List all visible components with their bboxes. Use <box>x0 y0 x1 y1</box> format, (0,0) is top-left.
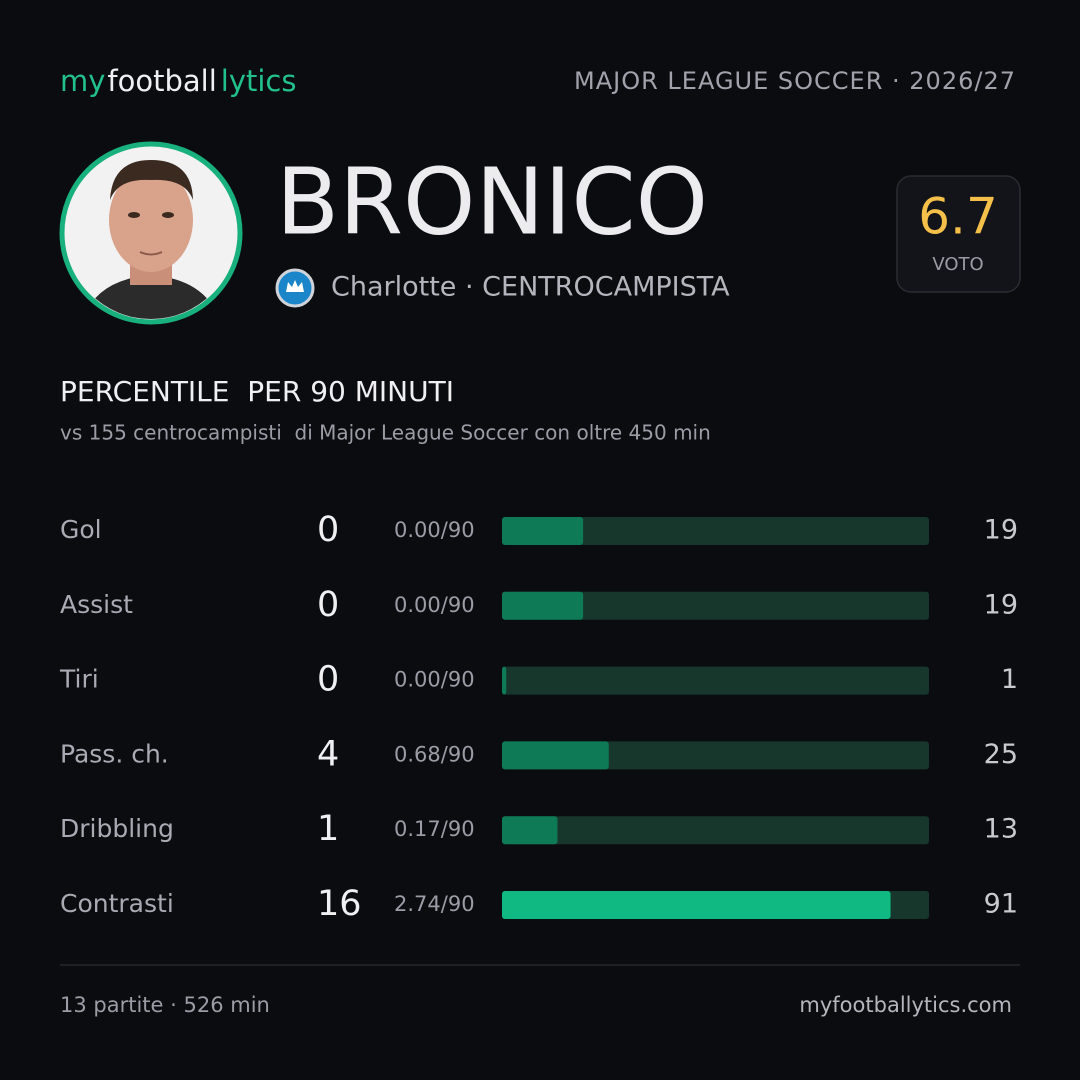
team-role: Charlotte · CENTROCAMPISTA <box>331 272 730 303</box>
stat-per90: 0.00/90 <box>394 518 475 542</box>
stat-total: 4 <box>317 734 339 774</box>
footer-site: myfootballytics.com <box>799 993 1012 1017</box>
bar-track <box>502 517 929 545</box>
player-name: BRONICO <box>276 148 708 255</box>
percentile: 25 <box>984 739 1018 770</box>
brand-part: my <box>60 64 105 98</box>
stat-total: 0 <box>317 585 339 625</box>
bar <box>502 891 891 919</box>
brand-part: football <box>107 64 216 98</box>
rating-box <box>896 175 1021 293</box>
percentile: 19 <box>984 589 1018 620</box>
stat-total: 0 <box>317 510 339 550</box>
stat-per90: 2.74/90 <box>394 892 475 916</box>
percentile: 13 <box>984 814 1018 845</box>
league: MAJOR LEAGUE SOCCER · 2026/27 <box>574 67 1016 95</box>
stat-per90: 0.17/90 <box>394 817 475 841</box>
bar <box>502 517 584 545</box>
bar <box>502 816 558 845</box>
bar-track <box>502 591 929 620</box>
stat-label: Gol <box>60 515 102 544</box>
footer-summary: 13 partite · 526 min <box>60 993 270 1017</box>
stat-per90: 0.00/90 <box>394 593 475 617</box>
stats: Gol 0 0.00/90 19 Assist 0 0.00/90 19 Tiri 0 0.00/9… <box>59 510 1018 924</box>
stat-label: Pass. ch. <box>60 739 169 768</box>
stat-label: Assist <box>60 590 133 619</box>
brand-part: lytics <box>221 64 297 98</box>
percentile: 1 <box>1001 664 1018 695</box>
player-photo <box>59 141 243 325</box>
stat-total: 16 <box>317 884 362 924</box>
stat-label: Dribbling <box>60 814 174 843</box>
stat-per90: 0.00/90 <box>394 668 475 692</box>
club-badge <box>275 268 315 308</box>
bar <box>502 666 507 695</box>
bar <box>502 591 584 620</box>
section-title: PERCENTILE PER 90 MINUTI <box>60 375 454 408</box>
stat-total: 1 <box>317 809 339 849</box>
bar-track <box>502 816 929 845</box>
stat-label: Contrasti <box>60 889 174 918</box>
brand: myfootball lytics <box>60 64 296 98</box>
rating: 6.7 <box>918 188 998 246</box>
stat-label: Tiri <box>59 665 99 694</box>
percentile: 19 <box>984 515 1018 546</box>
percentile: 91 <box>984 889 1018 920</box>
rating-label: VOTO <box>932 254 983 275</box>
bar <box>502 741 609 770</box>
bar-track <box>502 666 929 695</box>
stat-total: 0 <box>317 660 339 700</box>
stat-per90: 0.68/90 <box>394 742 475 766</box>
section-subtitle: vs 155 centrocampisti di Major League So… <box>60 421 711 445</box>
